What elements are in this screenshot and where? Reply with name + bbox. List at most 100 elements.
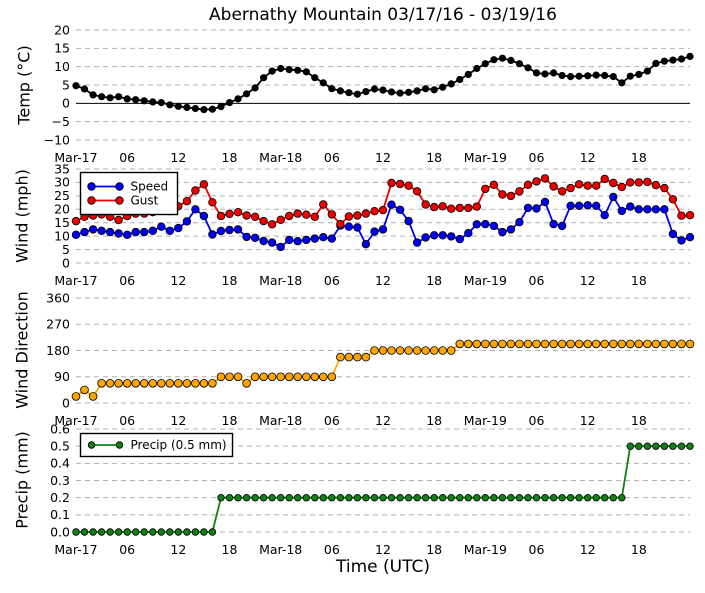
data-point-marker — [609, 192, 618, 202]
data-point-marker — [259, 372, 268, 382]
data-point-marker — [498, 339, 507, 349]
data-point-marker — [523, 339, 533, 349]
data-point-marker — [481, 184, 490, 194]
data-point-marker — [387, 494, 396, 502]
data-point-marker — [421, 85, 430, 93]
data-point-marker — [379, 86, 387, 94]
legend-sample-marker — [115, 196, 124, 205]
data-point-marker — [353, 223, 362, 232]
data-point-marker — [549, 219, 558, 229]
temperature-x-tick-label: 06 — [324, 150, 340, 165]
data-point-marker — [242, 494, 251, 502]
data-point-marker — [472, 339, 482, 349]
data-point-marker — [575, 494, 583, 502]
data-point-marker — [558, 494, 566, 502]
wind-x-tick-label: Mar-17 — [54, 273, 97, 288]
data-point-marker — [140, 528, 148, 536]
data-point-marker — [626, 72, 634, 80]
data-point-marker — [464, 70, 472, 79]
data-point-marker — [668, 195, 678, 204]
data-point-marker — [157, 528, 165, 536]
data-point-marker — [174, 378, 183, 388]
data-point-marker — [447, 494, 455, 502]
data-point-marker — [166, 528, 174, 536]
data-point-marker — [174, 528, 182, 536]
data-point-marker — [651, 180, 661, 190]
data-point-marker — [387, 346, 396, 355]
data-point-marker — [498, 54, 506, 62]
data-point-marker — [489, 180, 499, 189]
wind-y-tick-label: 5 — [62, 242, 70, 257]
legend-entry-label: Precip (0.5 mm) — [131, 438, 227, 452]
data-point-marker — [302, 235, 311, 245]
data-point-marker — [182, 378, 192, 388]
data-point-marker — [430, 231, 439, 240]
data-point-marker — [285, 235, 294, 245]
data-point-marker — [344, 222, 354, 231]
wind-x-tick-label: 12 — [375, 273, 391, 288]
data-point-marker — [106, 528, 114, 536]
data-point-marker — [208, 528, 217, 536]
precipitation-y-tick-label: 0.2 — [50, 490, 70, 505]
data-point-marker — [353, 494, 362, 502]
data-point-marker — [250, 212, 260, 221]
data-point-marker — [540, 197, 550, 207]
data-point-marker — [379, 494, 387, 502]
data-point-marker — [199, 211, 209, 221]
data-point-marker — [123, 528, 131, 536]
data-point-marker — [233, 207, 243, 217]
data-point-marker — [541, 70, 549, 78]
wind-direction-series-wind-direction — [71, 339, 695, 401]
data-point-marker — [574, 180, 584, 189]
data-point-marker — [566, 73, 575, 81]
data-point-marker — [557, 221, 567, 231]
data-point-marker — [574, 201, 584, 210]
wind-x-tick-label: 18 — [631, 273, 647, 288]
temperature-x-tick-label: Mar-18 — [259, 150, 302, 165]
wind-direction-x-tick-label: 18 — [222, 413, 238, 428]
data-point-marker — [600, 174, 609, 184]
data-point-marker — [200, 528, 208, 536]
data-point-marker — [174, 102, 182, 110]
data-point-marker — [131, 378, 141, 388]
data-point-marker — [634, 339, 644, 349]
data-point-marker — [370, 494, 379, 502]
data-point-marker — [88, 392, 98, 401]
data-point-marker — [378, 225, 388, 234]
data-point-marker — [311, 494, 319, 502]
data-point-marker — [319, 200, 328, 209]
data-point-marker — [387, 200, 396, 209]
data-point-marker — [677, 442, 686, 450]
wind-direction-x-tick-label: Mar-19 — [464, 413, 507, 428]
data-point-marker — [591, 339, 601, 349]
data-point-marker — [634, 178, 643, 187]
data-point-marker — [319, 79, 327, 87]
data-point-marker — [115, 93, 123, 101]
data-point-marker — [191, 378, 200, 388]
data-point-marker — [523, 203, 533, 213]
data-point-marker — [413, 494, 421, 502]
data-point-marker — [387, 178, 396, 188]
data-point-marker — [344, 352, 354, 362]
wind-x-tick-label: Mar-19 — [464, 273, 507, 288]
data-point-marker — [489, 339, 499, 349]
data-point-marker — [71, 230, 81, 239]
temperature-x-tick-label: 06 — [119, 150, 135, 165]
precipitation-x-tick-label: 18 — [426, 542, 442, 557]
legend-entry-label: Gust — [131, 194, 159, 208]
data-point-marker — [336, 87, 344, 95]
data-point-marker — [233, 372, 243, 382]
series-line — [75, 55, 691, 111]
data-point-marker — [592, 181, 601, 190]
data-point-marker — [234, 95, 242, 103]
data-point-marker — [267, 220, 277, 229]
data-point-marker — [208, 105, 216, 113]
data-point-marker — [685, 210, 695, 220]
precipitation-x-tick-label: 18 — [222, 542, 238, 557]
data-point-marker — [328, 85, 336, 93]
data-point-marker — [480, 339, 490, 349]
data-point-marker — [72, 82, 80, 90]
temperature-gridlines — [76, 29, 690, 141]
wind-x-tick-label: 18 — [222, 273, 238, 288]
data-point-marker — [310, 372, 320, 382]
